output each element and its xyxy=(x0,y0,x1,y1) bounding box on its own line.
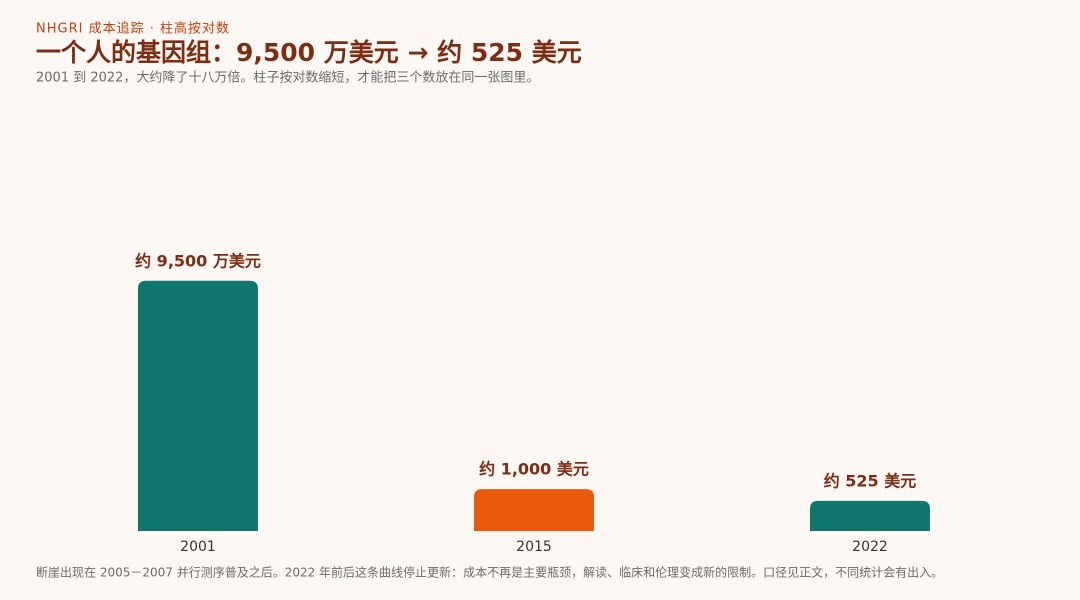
x-tick-label: 2001 xyxy=(180,539,216,555)
footnote: 断崖出现在 2005－2007 并行测序普及之后。2022 年前后这条曲线停止更… xyxy=(36,565,943,580)
value-label: 约 525 美元 xyxy=(824,471,917,490)
bar xyxy=(474,489,594,531)
bar xyxy=(810,500,930,531)
subtitle: 2001 到 2022，大约降了十八万倍。柱子按对数缩短，才能把三个数放在同一张… xyxy=(36,70,539,86)
value-label: 约 1,000 美元 xyxy=(479,460,589,479)
chart-title: 一个人的基因组：9,500 万美元 → 约 525 美元 xyxy=(36,38,582,67)
x-tick-label: 2022 xyxy=(852,539,888,555)
value-label: 约 9,500 万美元 xyxy=(135,251,261,270)
kicker: NHGRI 成本追踪 · 柱高按对数 xyxy=(36,21,230,37)
bar xyxy=(138,280,258,531)
x-tick-label: 2015 xyxy=(516,539,552,555)
